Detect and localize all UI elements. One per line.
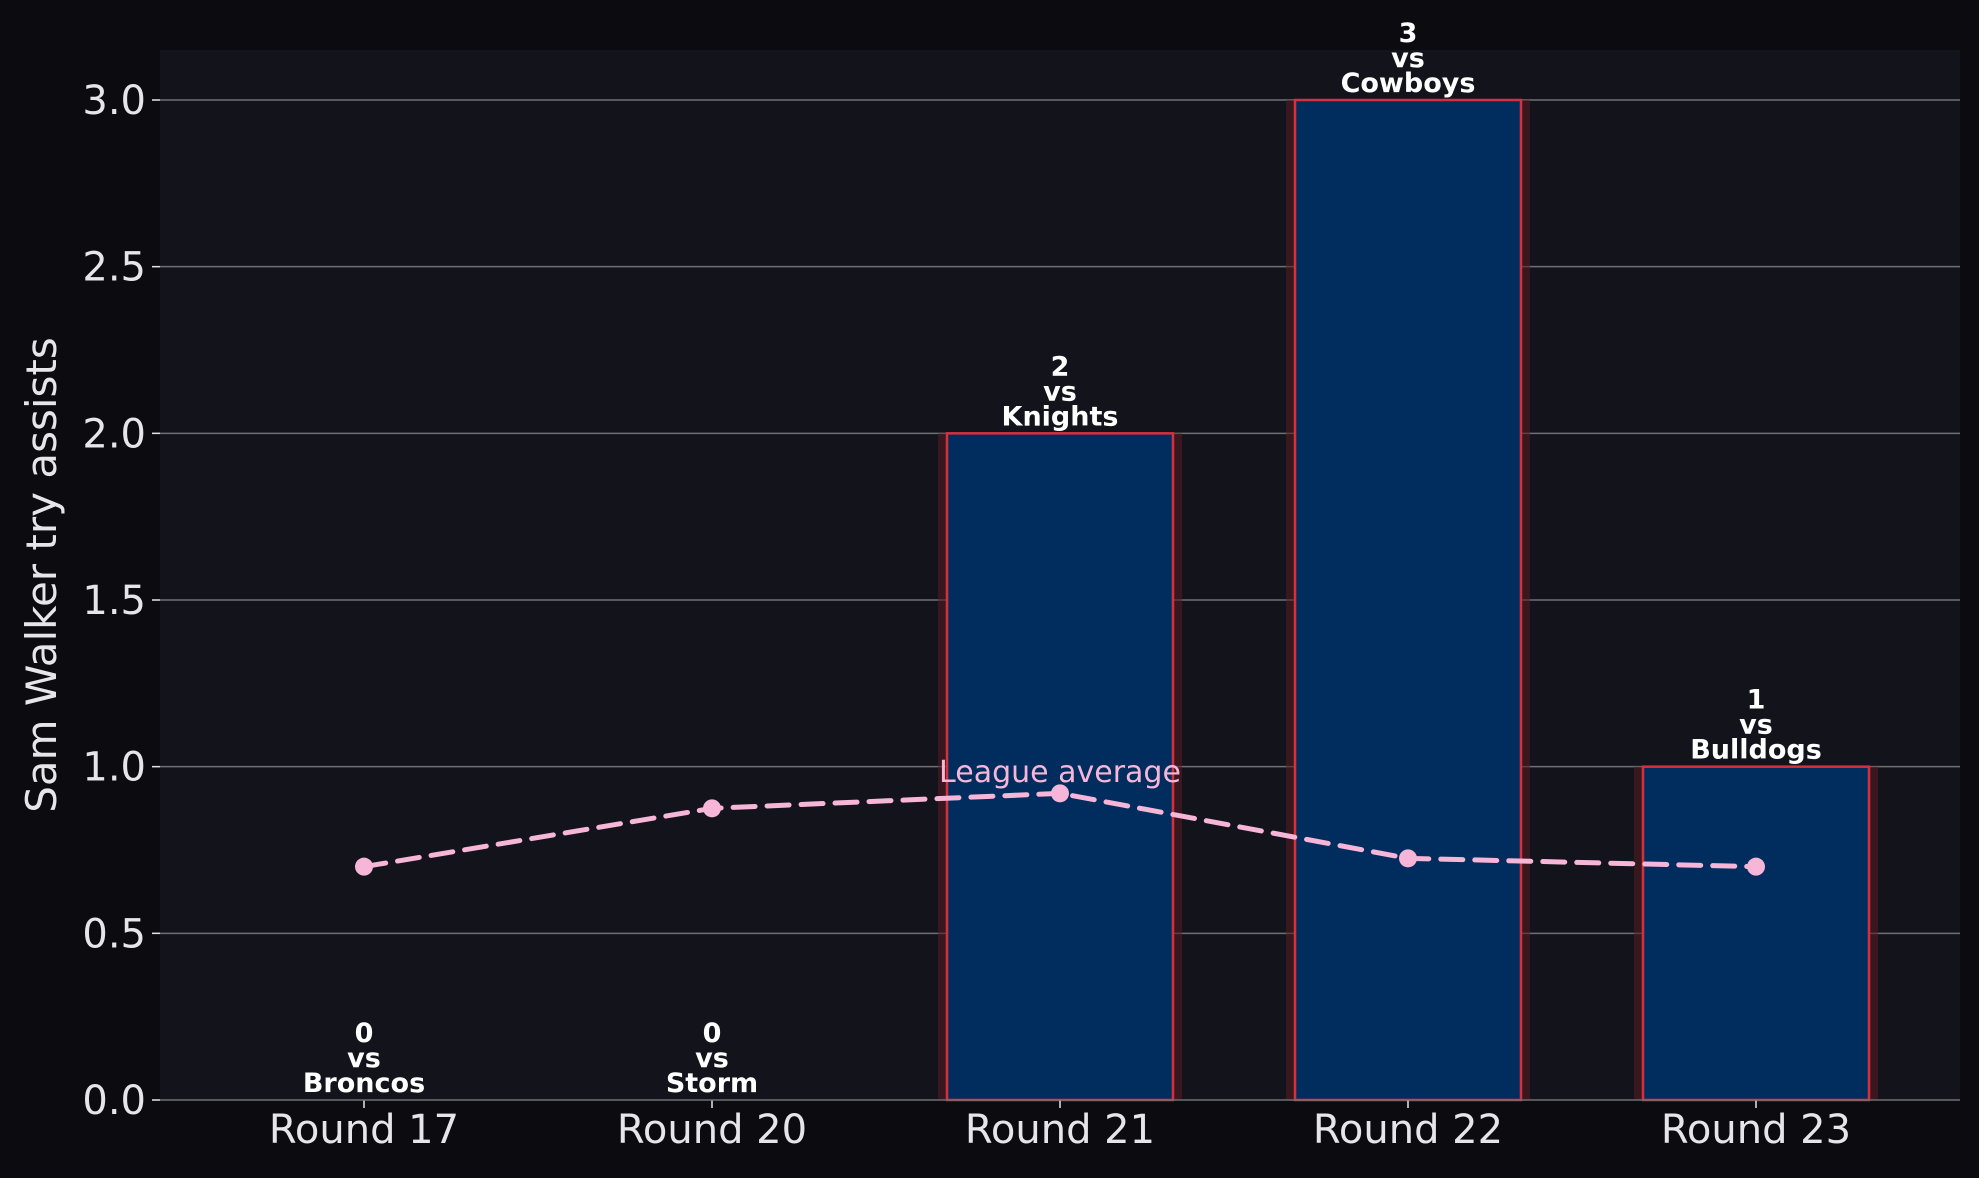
y-tick-label: 3.0 <box>82 78 146 124</box>
bar-value-label: Storm <box>666 1068 758 1099</box>
bars <box>938 98 1878 1102</box>
x-tick-label: Round 20 <box>617 1107 807 1153</box>
league-average-point <box>1051 784 1069 803</box>
league-average-point <box>1747 857 1765 876</box>
bar-value-label: Cowboys <box>1341 68 1476 99</box>
bar-value-label: 0 <box>355 1018 374 1049</box>
bar-value-label: Knights <box>1002 401 1119 432</box>
league-average-point <box>355 857 373 876</box>
league-average-annotation: League average <box>939 755 1181 790</box>
league-average-line <box>355 784 1765 876</box>
x-tick-label: Round 23 <box>1661 1107 1851 1153</box>
bar-value-label: 1 <box>1747 685 1766 716</box>
bar-value-label: vs <box>347 1043 381 1074</box>
y-tick-label: 0.5 <box>82 911 146 957</box>
bar-value-label: vs <box>695 1043 729 1074</box>
y-axis-ticks: 0.0 0.5 1.0 1.5 2.0 2.5 3.0 <box>82 78 160 1124</box>
league-average-point <box>703 799 721 818</box>
y-tick-label: 1.0 <box>82 745 146 791</box>
y-tick-label: 2.0 <box>82 411 146 457</box>
y-tick-label: 1.5 <box>82 578 146 624</box>
x-axis-ticks: Round 17 Round 20 Round 21 Round 22 Round 23 <box>269 1100 1851 1153</box>
bar-value-label: 2 <box>1051 351 1070 382</box>
bar-value-label: Bulldogs <box>1690 735 1822 766</box>
bar <box>1293 98 1523 1102</box>
y-tick-label: 2.5 <box>82 245 146 291</box>
bar <box>1641 765 1871 1102</box>
y-tick-label: 0.0 <box>82 1078 146 1124</box>
bar <box>945 432 1175 1102</box>
bar-value-label: Broncos <box>303 1068 425 1099</box>
y-axis-label: Sam Walker try assists <box>17 337 66 813</box>
bar-value-label: 3 <box>1399 18 1418 49</box>
x-tick-label: Round 21 <box>965 1107 1155 1153</box>
league-average-point <box>1399 849 1417 868</box>
bar-value-labels: 0vsBroncos0vsStorm2vsKnights3vsCowboys1v… <box>303 18 1822 1099</box>
x-tick-label: Round 17 <box>269 1107 459 1153</box>
x-tick-label: Round 22 <box>1313 1107 1503 1153</box>
bar-value-label: 0 <box>703 1018 722 1049</box>
bar-value-label: vs <box>1391 43 1425 74</box>
bar-value-label: vs <box>1043 376 1077 407</box>
bar-value-label: vs <box>1739 710 1773 741</box>
